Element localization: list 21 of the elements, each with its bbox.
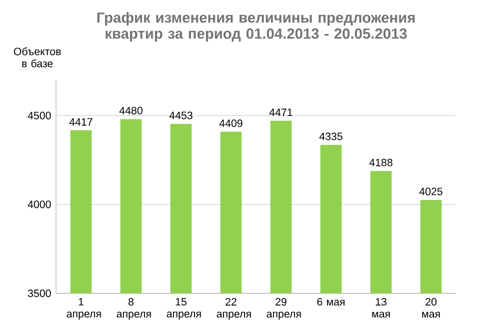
data-label: 4480 <box>119 106 142 114</box>
y-tick-label: 3500 <box>28 290 51 298</box>
x-tick-label: 20 мая <box>422 298 440 318</box>
y-axis-title: Объектов в базе <box>14 47 61 68</box>
x-tick-label: 13 мая <box>372 298 390 318</box>
data-label: 4188 <box>369 158 392 166</box>
chart-title: График изменения величины предложения квартир за период 01.04.2013 - 20.05.2013 <box>97 12 415 42</box>
x-tick-label: 15 апреля <box>166 298 201 320</box>
data-label: 4453 <box>169 112 192 120</box>
x-tick-label: 8 апреля <box>116 298 151 320</box>
x-tick-label: 29 апреля <box>266 298 301 320</box>
data-label: 4025 <box>419 188 442 196</box>
data-label: 4409 <box>219 119 242 128</box>
x-tick-label: 22 апреля <box>216 298 251 320</box>
data-label: 4471 <box>269 108 292 116</box>
y-tick-label: 4000 <box>28 200 51 208</box>
x-tick-label: 6 мая <box>317 298 345 306</box>
data-label: 4417 <box>69 118 92 126</box>
data-label: 4335 <box>319 132 342 140</box>
y-tick-label: 4500 <box>28 112 51 120</box>
x-tick-label: 1 апреля <box>66 298 101 320</box>
